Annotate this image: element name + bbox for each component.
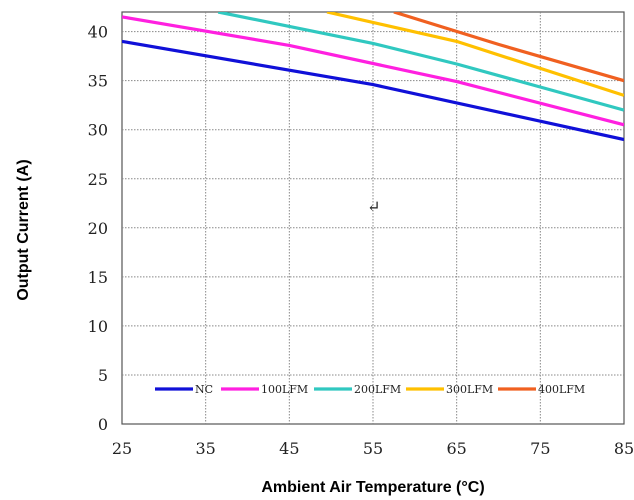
legend-label-100lfm: 100LFM xyxy=(261,383,308,396)
y-tick-label: 25 xyxy=(88,170,108,189)
series-line-200lfm xyxy=(217,12,624,112)
tick-labels: 25 35 45 55 65 75 85 0 5 10 15 20 25 30 35 40 xyxy=(88,23,634,458)
grid xyxy=(121,11,625,425)
series-line-300lfm xyxy=(326,12,624,97)
legend-label-nc: NC xyxy=(195,383,213,396)
y-axis-title: Output Current (A) xyxy=(15,159,32,300)
x-axis-title: Ambient Air Temperature (°C) xyxy=(261,479,484,496)
x-tick-label: 45 xyxy=(279,439,299,458)
plot-frame xyxy=(121,11,625,425)
legend-label-400lfm: 400LFM xyxy=(538,383,585,396)
y-tick-label: 35 xyxy=(88,72,108,91)
legend-label-200lfm: 200LFM xyxy=(354,383,401,396)
series-line-100lfm xyxy=(122,15,624,127)
y-tick-label: 0 xyxy=(98,415,108,434)
series-line-nc xyxy=(122,39,624,142)
y-tick-label: 15 xyxy=(88,268,108,287)
y-tick-label: 30 xyxy=(88,121,108,140)
series-line-400lfm xyxy=(393,12,624,83)
series-lines xyxy=(122,12,624,142)
x-tick-label: 75 xyxy=(530,439,550,458)
y-tick-label: 40 xyxy=(88,23,108,42)
legend-label-300lfm: 300LFM xyxy=(446,383,493,396)
x-tick-label: 25 xyxy=(112,439,132,458)
x-tick-label: 65 xyxy=(446,439,466,458)
legend: NC 100LFM 200LFM 300LFM 400LFM xyxy=(155,383,585,396)
x-tick-label: 85 xyxy=(614,439,634,458)
y-tick-label: 20 xyxy=(88,219,108,238)
x-tick-label: 55 xyxy=(363,439,383,458)
stray-mark: ↵ xyxy=(367,197,380,216)
y-tick-label: 5 xyxy=(98,366,108,385)
x-tick-label: 35 xyxy=(195,439,215,458)
y-tick-label: 10 xyxy=(88,317,108,336)
